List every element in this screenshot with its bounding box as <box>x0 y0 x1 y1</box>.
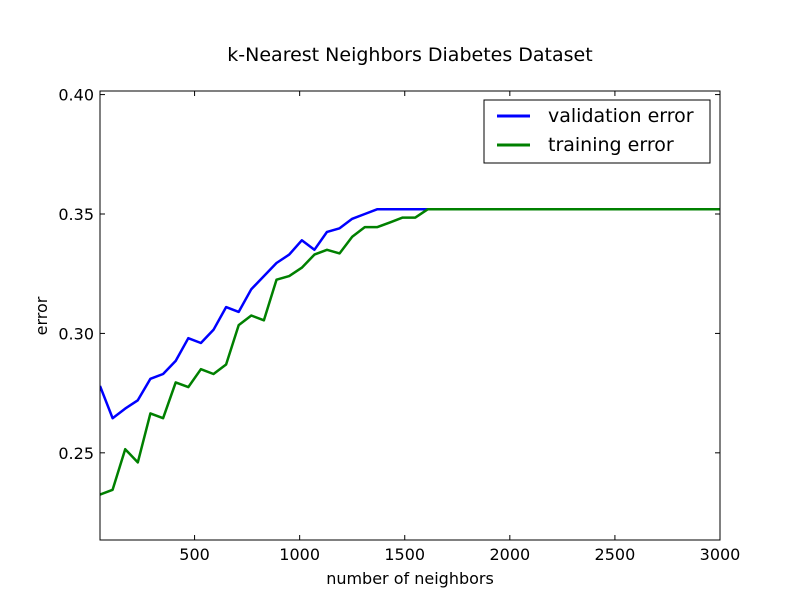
x-axis-label: number of neighbors <box>326 569 494 588</box>
x-tick-label: 500 <box>179 545 210 564</box>
series-line-validation-error <box>100 207 720 420</box>
series-line-training-error <box>100 207 720 496</box>
plot-frame <box>99 90 721 541</box>
x-tick-label: 1000 <box>279 545 320 564</box>
x-tick-label: 1500 <box>384 545 425 564</box>
y-tick-label: 0.25 <box>58 444 94 463</box>
x-tick-label: 2000 <box>489 545 530 564</box>
legend-box <box>483 99 711 164</box>
x-tick-label: 3000 <box>700 545 741 564</box>
axis-ticks: 500 1000 1500 2000 2500 3000 0.25 0.30 0.35 0.40 <box>58 86 740 564</box>
y-tick-label: 0.30 <box>58 324 94 343</box>
y-tick-label: 0.40 <box>58 86 94 105</box>
x-tick-label: 2500 <box>595 545 636 564</box>
legend-label-validation: validation error <box>548 105 694 127</box>
plot-area <box>100 207 720 496</box>
legend: validation error training error <box>483 99 711 164</box>
legend-label-training: training error <box>548 134 674 156</box>
y-axis-label: error <box>32 296 51 335</box>
y-tick-label: 0.35 <box>58 205 94 224</box>
chart-title: k-Nearest Neighbors Diabetes Dataset <box>227 44 592 66</box>
